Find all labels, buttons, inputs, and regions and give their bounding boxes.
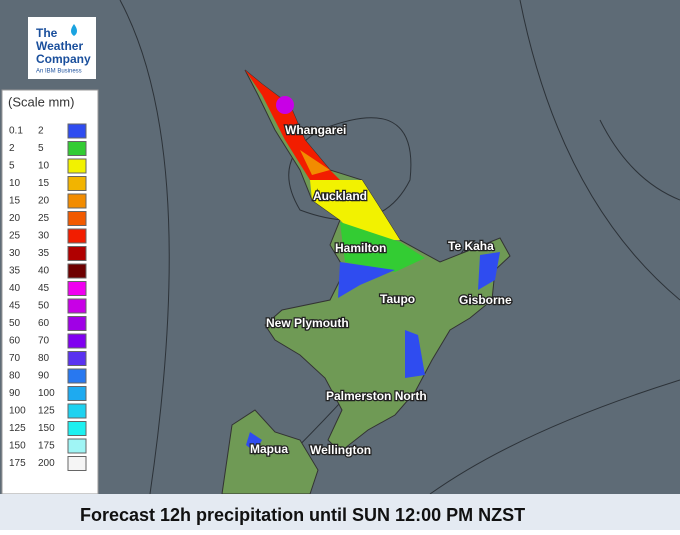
legend-to: 25 [38, 213, 50, 224]
legend-swatch [67, 368, 87, 384]
legend-swatch [67, 141, 87, 156]
legend-to: 15 [38, 178, 50, 189]
logo-text: Company [36, 52, 91, 66]
rain-green [340, 222, 425, 272]
legend-swatch [67, 421, 87, 436]
legend-swatch [67, 438, 87, 454]
legend-to: 30 [38, 231, 50, 242]
legend-swatch [67, 281, 87, 296]
place-label: Hamilton [335, 241, 386, 255]
legend-from: 15 [9, 196, 21, 207]
places: Whangarei Auckland Hamilton Te Kaha Taupo Gis… [249, 122, 514, 459]
legend-to: 70 [38, 336, 50, 347]
legend-swatch [67, 176, 87, 191]
isobars [119, 0, 680, 495]
rain-blue [478, 252, 500, 290]
legend-swatch [67, 456, 87, 471]
legend-to: 125 [38, 406, 55, 417]
legend-swatch [67, 246, 87, 261]
rain-purple [276, 96, 294, 114]
legend-from: 40 [9, 283, 21, 294]
legend-title: (Scale mm) [8, 94, 74, 109]
place-label: Palmerston North [326, 389, 427, 403]
legend-swatch [67, 263, 87, 279]
legend-to: 200 [38, 458, 55, 469]
rain-yellow [310, 180, 400, 240]
logo-drop [71, 24, 77, 36]
legend-from: 10 [9, 178, 21, 189]
logo-tagline: An IBM Business [36, 69, 82, 75]
legend-swatch [67, 351, 87, 366]
legend-swatch [67, 298, 87, 314]
legend-swatch [67, 158, 87, 174]
legend-from: 45 [9, 301, 21, 312]
place-label: Gisborne [459, 293, 512, 307]
legend-swatch [67, 403, 87, 419]
legend-to: 35 [38, 248, 50, 259]
legend-swatch [67, 316, 87, 331]
legend-to: 80 [38, 353, 50, 364]
south-island [221, 409, 319, 495]
legend-swatch [67, 211, 87, 226]
caption: Forecast 12h precipitation until SUN 12:… [80, 505, 525, 525]
legend-swatch [67, 123, 87, 139]
legend-from: 90 [9, 388, 21, 399]
legend-from: 30 [9, 248, 21, 259]
legend-to: 2 [38, 126, 44, 137]
caption-bar [0, 494, 680, 530]
logo-box [28, 17, 96, 79]
legend-to: 90 [38, 371, 50, 382]
legend-to: 150 [38, 423, 55, 434]
place-label: Whangarei [285, 123, 346, 137]
legend-from: 80 [9, 371, 21, 382]
legend-from: 125 [9, 423, 26, 434]
logo-text: Weather [36, 39, 83, 53]
legend-swatch [67, 386, 87, 401]
rain-blue [405, 330, 425, 378]
rain-orange [300, 150, 330, 175]
legend-from: 35 [9, 266, 21, 277]
place-label: Te Kaha [448, 239, 494, 253]
place-label: Mapua [250, 442, 288, 456]
legend-from: 150 [9, 441, 26, 452]
legend-to: 50 [38, 301, 50, 312]
legend-to: 10 [38, 161, 50, 172]
rain-blue [338, 262, 395, 298]
legend-to: 20 [38, 196, 50, 207]
legend-to: 45 [38, 283, 50, 294]
legend-swatch [67, 333, 87, 349]
rain-blue [246, 432, 262, 452]
legend-from: 25 [9, 231, 21, 242]
legend-to: 100 [38, 388, 55, 399]
place-label: Taupo [380, 292, 415, 306]
legend-to: 5 [38, 143, 44, 154]
legend-to: 60 [38, 318, 50, 329]
legend-to: 40 [38, 266, 50, 277]
legend-to: 175 [38, 441, 55, 452]
place-label: Wellington [310, 443, 371, 457]
legend-from: 5 [9, 161, 15, 172]
legend-swatch [67, 193, 87, 209]
logo-text: The [36, 26, 58, 40]
legend-from: 20 [9, 213, 21, 224]
legend-swatch [67, 228, 87, 244]
legend-from: 100 [9, 406, 26, 417]
legend-from: 60 [9, 336, 21, 347]
legend-from: 50 [9, 318, 21, 329]
place-label: Auckland [313, 189, 367, 203]
legend-from: 175 [9, 458, 26, 469]
legend-from: 70 [9, 353, 21, 364]
legend-from: 2 [9, 143, 15, 154]
place-label: New Plymouth [266, 316, 349, 330]
legend-from: 0.1 [9, 126, 23, 137]
rain-red [245, 70, 340, 180]
